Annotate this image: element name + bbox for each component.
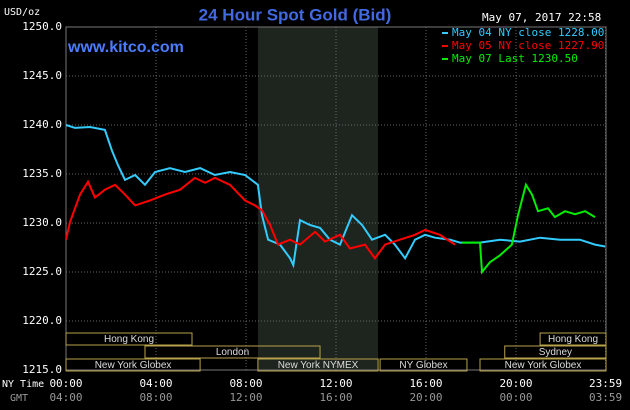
legend-label: May 04 NY close 1228.00	[452, 26, 604, 39]
session-label: New York Globex	[95, 360, 172, 371]
gmt-tick-label: 20:00	[409, 391, 442, 404]
session-label: New York Globex	[505, 360, 582, 371]
gmt-tick-label: 00:00	[499, 391, 532, 404]
gmt-tick-label: 04:00	[49, 391, 82, 404]
session-bar	[504, 345, 607, 359]
legend-label: May 07 Last 1230.50	[452, 52, 578, 65]
legend-label: May 05 NY close 1227.90	[452, 39, 604, 52]
session-shade	[257, 27, 379, 370]
session-label: NY Globex	[399, 360, 447, 371]
session-label: Hong Kong	[548, 334, 598, 345]
y-tick-label: 1250.0	[22, 20, 62, 33]
session-bar	[257, 358, 379, 372]
y-tick-label: 1215.0	[22, 363, 62, 376]
session-label: Hong Kong	[104, 334, 154, 345]
session-bar	[539, 332, 607, 346]
chart-title: 24 Hour Spot Gold (Bid)	[199, 5, 392, 24]
x-tick-label: 20:00	[499, 377, 532, 390]
session-label: Sydney	[539, 347, 572, 358]
plot-frame	[65, 26, 607, 371]
gmt-tick-label: 12:00	[229, 391, 262, 404]
y-tick-label: 1220.0	[22, 314, 62, 327]
x-tick-label: 12:00	[319, 377, 352, 390]
series-line	[462, 182, 596, 275]
x-tick-label: 16:00	[409, 377, 442, 390]
session-bar	[379, 358, 468, 372]
y-tick-label: 1245.0	[22, 69, 62, 82]
x-tick-label: 23:59	[589, 377, 622, 390]
watermark: www.kitco.com	[67, 39, 184, 56]
session-bar	[479, 358, 607, 372]
session-bar	[65, 358, 201, 372]
timestamp: May 07, 2017 22:58	[482, 11, 601, 24]
session-bar	[144, 345, 321, 359]
y-tick-label: 1225.0	[22, 265, 62, 278]
gmt-tick-label: 16:00	[319, 391, 352, 404]
y-tick-label: 1235.0	[22, 167, 62, 180]
y-axis-label: USD/oz	[4, 7, 40, 18]
session-bar	[65, 332, 193, 346]
session-label: London	[216, 347, 249, 358]
y-tick-label: 1240.0	[22, 118, 62, 131]
ny-time-label: NY Time	[2, 379, 44, 390]
session-label: New York NYMEX	[278, 360, 359, 371]
x-tick-label: 04:00	[139, 377, 172, 390]
x-tick-label: 00:00	[49, 377, 82, 390]
x-tick-label: 08:00	[229, 377, 262, 390]
gmt-tick-label: 08:00	[139, 391, 172, 404]
gmt-label: GMT	[10, 393, 28, 404]
gmt-tick-label: 03:59	[589, 391, 622, 404]
y-tick-label: 1230.0	[22, 216, 62, 229]
series-line	[65, 176, 456, 260]
